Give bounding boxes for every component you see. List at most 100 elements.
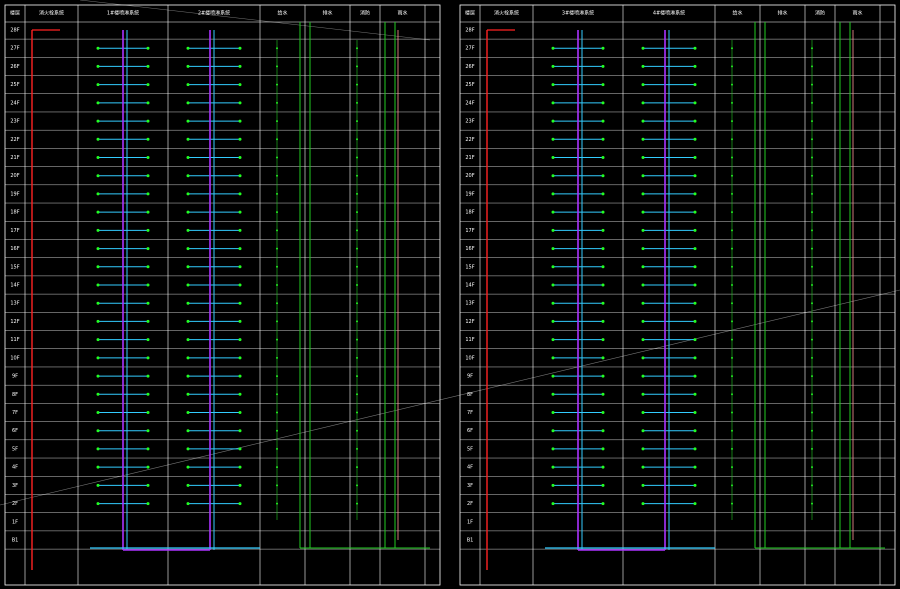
sprinkler — [146, 174, 150, 178]
header-label: 2#楼喷淋系统 — [198, 10, 230, 17]
floor-label: 5F — [12, 446, 18, 452]
sprinkler — [641, 429, 645, 433]
sprinkler — [693, 429, 697, 433]
sprinkler — [693, 137, 697, 141]
sprinkler — [96, 64, 100, 68]
sprinkler — [238, 338, 242, 342]
sprinkler — [238, 247, 242, 251]
sprinkler — [186, 210, 190, 214]
sprinkler — [551, 374, 555, 378]
sprinkler — [693, 283, 697, 287]
sprinkler — [146, 502, 150, 506]
sprinkler — [238, 319, 242, 323]
sprinkler — [551, 319, 555, 323]
sprinkler — [238, 447, 242, 451]
sprinkler — [238, 228, 242, 232]
sprinkler — [186, 64, 190, 68]
sprinkler — [238, 283, 242, 287]
sprinkler — [601, 174, 605, 178]
sprinkler — [146, 210, 150, 214]
sprinkler — [186, 192, 190, 196]
sprinkler — [96, 392, 100, 396]
sprinkler — [186, 374, 190, 378]
sprinkler — [146, 465, 150, 469]
sprinkler — [641, 247, 645, 251]
header-label: 4#楼喷淋系统 — [653, 10, 685, 17]
header-label: 雨水 — [852, 10, 862, 17]
sprinkler — [693, 247, 697, 251]
sprinkler — [186, 502, 190, 506]
sprinkler — [641, 283, 645, 287]
sprinkler — [693, 46, 697, 50]
sprinkler — [96, 319, 100, 323]
sprinkler — [186, 301, 190, 305]
sprinkler — [551, 156, 555, 159]
sprinkler — [96, 156, 100, 159]
sprinkler — [601, 411, 605, 414]
sprinkler — [186, 483, 190, 487]
floor-label: 19F — [465, 191, 474, 197]
sprinkler — [601, 265, 605, 269]
sprinkler — [186, 319, 190, 323]
sprinkler — [96, 374, 100, 378]
sprinkler — [693, 465, 697, 469]
sprinkler — [146, 83, 150, 87]
sprinkler — [693, 502, 697, 506]
sprinkler — [146, 483, 150, 487]
floor-label: 9F — [467, 374, 473, 380]
sprinkler — [146, 64, 150, 68]
sprinkler — [641, 101, 645, 105]
sprinkler — [641, 411, 645, 414]
sprinkler — [146, 119, 150, 123]
sprinkler — [238, 83, 242, 87]
sprinkler — [96, 465, 100, 469]
floor-label: 23F — [10, 119, 19, 125]
sprinkler — [238, 210, 242, 214]
sprinkler — [96, 283, 100, 287]
sprinkler — [551, 101, 555, 105]
sprinkler — [238, 119, 242, 123]
sprinkler — [551, 247, 555, 251]
floor-label: 18F — [10, 210, 19, 216]
floor-label: 7F — [12, 410, 18, 416]
sprinkler — [551, 283, 555, 287]
floor-label: 3F — [12, 483, 18, 489]
floor-label: 9F — [12, 374, 18, 380]
floor-label: B1 — [467, 538, 474, 544]
sprinkler — [601, 228, 605, 232]
sprinkler — [238, 392, 242, 396]
sprinkler — [238, 301, 242, 305]
sprinkler — [146, 319, 150, 323]
floor-label: 24F — [465, 100, 474, 106]
floor-label: 16F — [10, 246, 19, 252]
sprinkler — [186, 156, 190, 159]
floor-label: 15F — [10, 264, 19, 270]
header-label: 消火栓系统 — [494, 10, 519, 17]
sprinkler — [551, 265, 555, 269]
sprinkler — [96, 192, 100, 196]
sprinkler — [693, 64, 697, 68]
sprinkler — [601, 283, 605, 287]
sprinkler — [601, 64, 605, 68]
sprinkler — [601, 465, 605, 469]
panel-frame — [4, 4, 441, 586]
floor-label: 14F — [465, 283, 474, 289]
floor-label: 17F — [10, 228, 19, 234]
floor-label: B1 — [12, 538, 19, 544]
header-label: 排水 — [322, 10, 332, 17]
sprinkler — [146, 192, 150, 196]
sprinkler — [186, 283, 190, 287]
sprinkler — [551, 192, 555, 196]
sprinkler — [693, 411, 697, 414]
sprinkler — [96, 502, 100, 506]
sprinkler — [551, 137, 555, 141]
sprinkler — [693, 192, 697, 196]
sprinkler — [693, 174, 697, 178]
floor-label: 1F — [12, 519, 18, 525]
sprinkler — [238, 192, 242, 196]
floor-label: 26F — [465, 64, 474, 70]
sprinkler — [641, 46, 645, 50]
sprinkler — [551, 83, 555, 87]
floor-label: 20F — [10, 173, 19, 179]
sprinkler — [96, 174, 100, 178]
